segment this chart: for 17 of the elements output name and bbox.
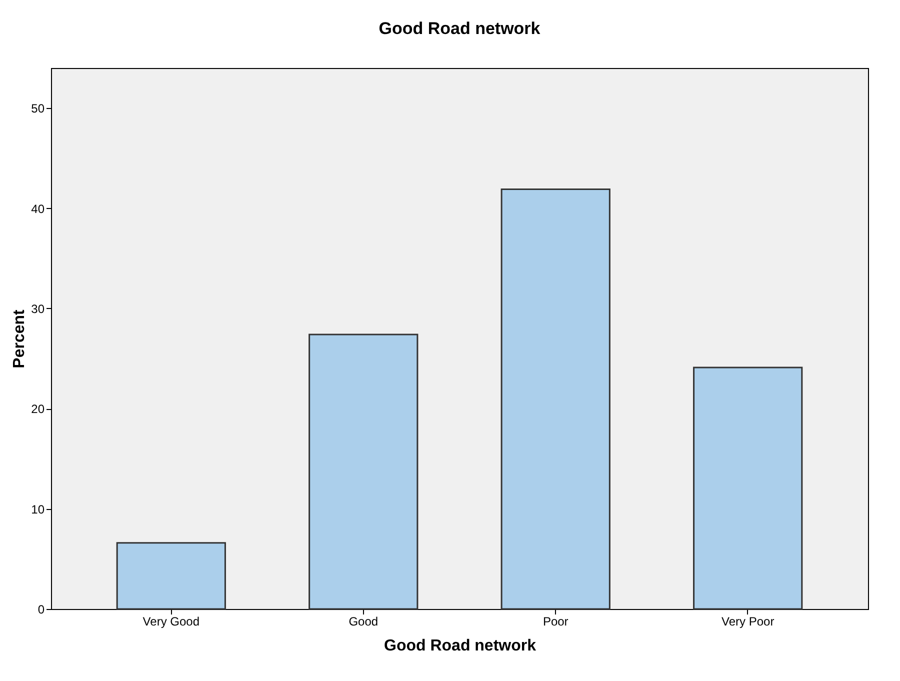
x-tick-label: Very Poor (722, 614, 774, 628)
y-tick-label: 0 (38, 602, 45, 616)
bar (116, 542, 226, 610)
x-tick-label: Very Good (142, 614, 200, 628)
x-tick-label: Poor (542, 614, 568, 628)
x-axis-title: Good Road network (384, 638, 536, 654)
y-tick-label: 10 (31, 502, 45, 516)
chart-title: Good Road network (378, 19, 541, 38)
bar (308, 334, 418, 610)
y-axis-title: Percent (11, 308, 28, 368)
y-tick-label: 50 (31, 102, 45, 116)
y-tick-label: 40 (31, 202, 45, 216)
bar (693, 366, 803, 610)
bar (500, 188, 610, 610)
x-tick-label: Good (348, 614, 378, 628)
y-tick-label: 30 (31, 302, 45, 316)
y-tick-label: 20 (31, 402, 45, 416)
